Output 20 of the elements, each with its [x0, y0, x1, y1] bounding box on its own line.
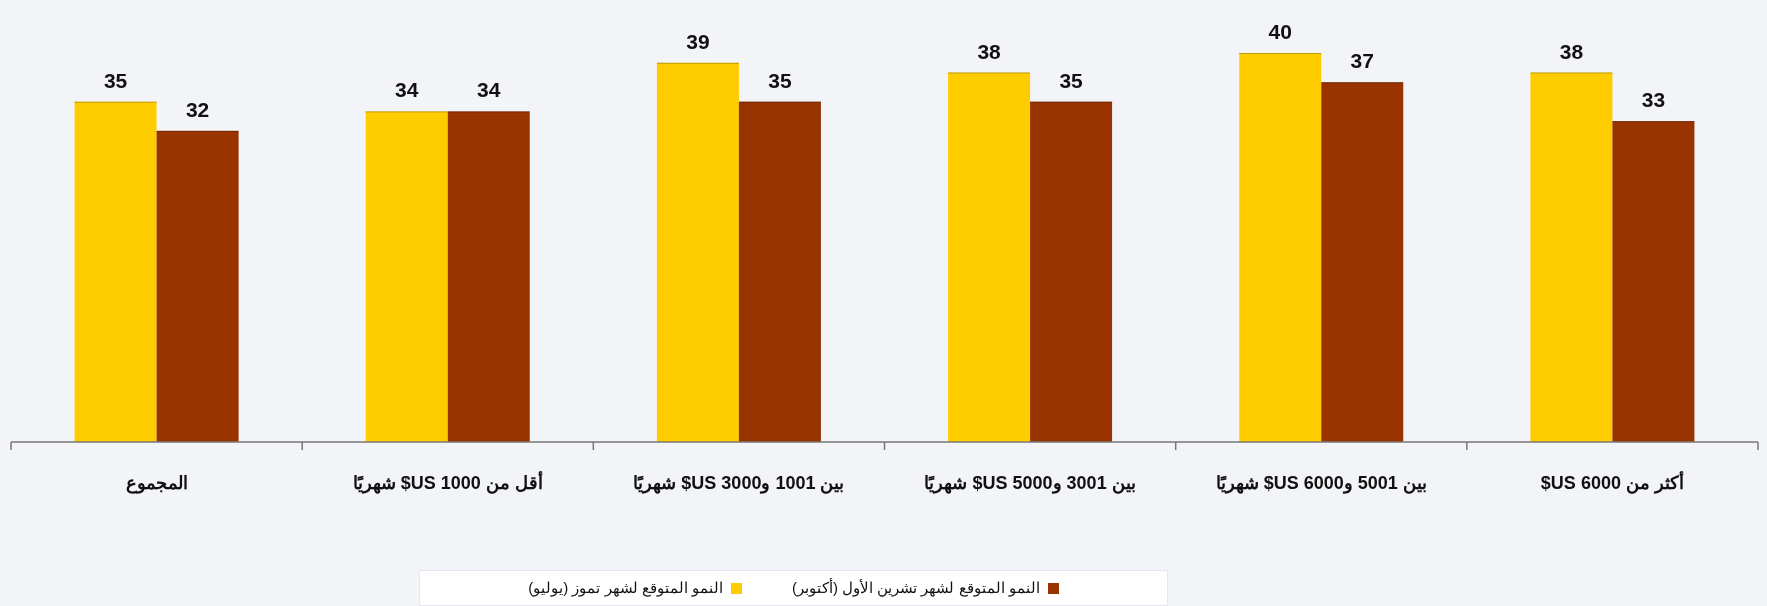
data-label: 37 [1350, 49, 1374, 73]
data-label: 35 [768, 68, 792, 92]
x-tick-label: المجموع [124, 472, 189, 495]
data-label: 35 [1059, 68, 1084, 92]
x-tick-label: بين 1001 و3000 US$ شهريًا [632, 472, 846, 495]
legend-label: النمو المتوقع لشهر تموز (يوليو) [528, 579, 723, 597]
data-label: 33 [1641, 88, 1666, 112]
data-label: 32 [185, 97, 210, 121]
data-label: 40 [1268, 20, 1292, 44]
data-label: 34 [395, 78, 419, 102]
legend-label: النمو المتوقع لشهر تشرين الأول (أكتوبر) [791, 579, 1040, 597]
data-label: 39 [686, 29, 710, 53]
data-label: 35 [103, 68, 128, 92]
x-tick-label: أقل من 1000 US$ شهريًا [351, 471, 544, 495]
data-label: 38 [1559, 39, 1584, 63]
x-tick-label: بين 3001 و5000 US$ شهريًا [923, 472, 1137, 495]
data-label: 34 [477, 78, 501, 102]
x-tick-label: أكثر من 6000 US$ [1539, 471, 1685, 495]
x-tick-label: بين 5001 و6000 US$ شهريًا [1214, 472, 1428, 495]
data-label: 38 [977, 39, 1002, 63]
